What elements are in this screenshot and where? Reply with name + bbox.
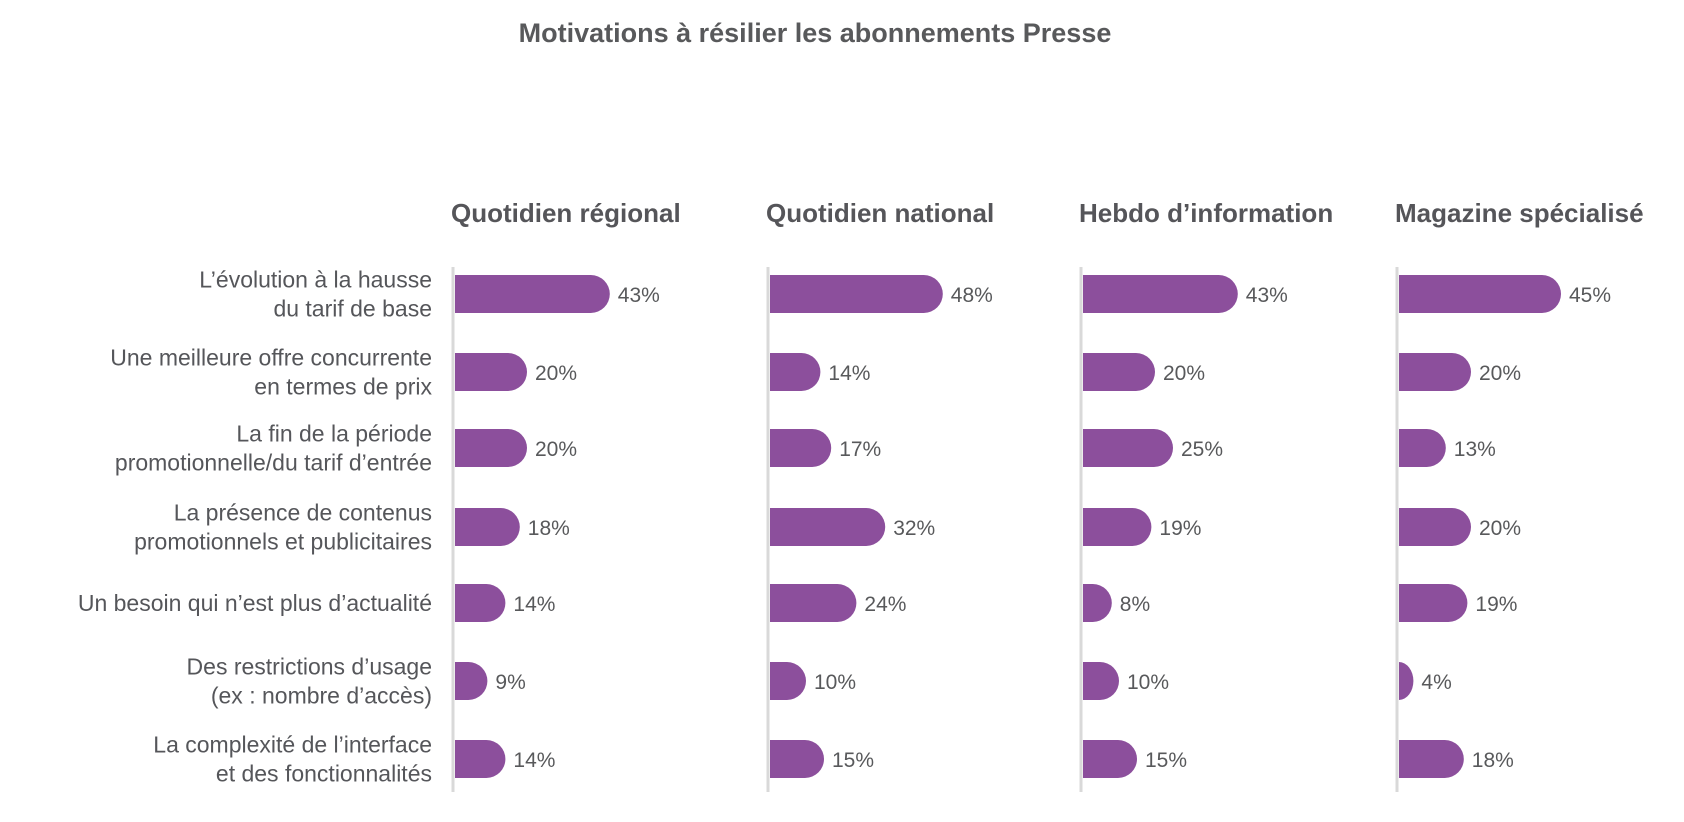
data-label: 25% <box>1181 438 1223 461</box>
data-label: 18% <box>528 517 570 540</box>
panel: Quotidien national 48% 14% 17% 32% 24% 10% 15% <box>766 198 994 792</box>
bar <box>770 508 886 546</box>
panel: Quotidien régional 43% 20% 20% 18% 14% 9% 14% <box>451 198 681 792</box>
bar <box>1083 275 1238 313</box>
data-label: 48% <box>951 284 993 307</box>
category-label-line: promotionnelle/du tarif d’entrée <box>115 450 432 476</box>
category-label-line: en termes de prix <box>254 374 432 400</box>
data-label: 15% <box>1145 749 1187 772</box>
data-label: 45% <box>1569 284 1611 307</box>
bar <box>1083 508 1152 546</box>
bar <box>1083 740 1137 778</box>
data-label: 19% <box>1475 593 1517 616</box>
category-label-line: Un besoin qui n’est plus d’actualité <box>78 590 432 616</box>
panel-title: Quotidien national <box>766 198 994 228</box>
category-label-line: et des fonctionnalités <box>216 761 432 787</box>
bar <box>770 584 857 622</box>
category-label: Une meilleure offre concurrente en termes… <box>110 345 432 400</box>
chart-title: Motivations à résilier les abonnements P… <box>519 18 1112 48</box>
panel: Magazine spécialisé 45% 20% 13% 20% 19% 4% 18% <box>1395 198 1644 792</box>
bar <box>455 662 488 700</box>
data-label: 43% <box>1246 284 1288 307</box>
bar <box>770 662 806 700</box>
panel: Hebdo d’information 43% 20% 25% 19% 8% 10% 15% <box>1079 198 1333 792</box>
panel-title: Magazine spécialisé <box>1395 198 1644 228</box>
bar <box>455 275 610 313</box>
data-label: 19% <box>1159 517 1201 540</box>
data-label: 20% <box>1163 362 1205 385</box>
data-label: 20% <box>1479 362 1521 385</box>
bar <box>1083 353 1155 391</box>
bar <box>455 353 527 391</box>
category-label: Un besoin qui n’est plus d’actualité <box>78 590 432 616</box>
category-label-line: (ex : nombre d’accès) <box>211 683 432 709</box>
data-label: 13% <box>1454 438 1496 461</box>
bar <box>770 353 821 391</box>
data-label: 10% <box>814 671 856 694</box>
data-label: 14% <box>828 362 870 385</box>
data-label: 15% <box>832 749 874 772</box>
bar <box>1399 740 1464 778</box>
category-label: La présence de contenus promotionnels et … <box>134 500 432 555</box>
bar <box>1399 353 1471 391</box>
bar <box>770 740 824 778</box>
category-labels: L’évolution à la hausse du tarif de base U… <box>78 267 433 787</box>
category-label-line: Une meilleure offre concurrente <box>110 345 432 371</box>
data-label: 18% <box>1472 749 1514 772</box>
category-label-line: La présence de contenus <box>174 500 432 526</box>
bar <box>1399 275 1561 313</box>
category-label-line: Des restrictions d’usage <box>187 654 432 680</box>
data-label: 17% <box>839 438 881 461</box>
data-label: 10% <box>1127 671 1169 694</box>
bar <box>1399 662 1414 700</box>
bar <box>455 508 520 546</box>
chart-panels: Quotidien régional43%20%20%18%14%9%14%Qu… <box>451 198 1644 792</box>
data-label: 43% <box>618 284 660 307</box>
data-label: 9% <box>495 671 525 694</box>
panel-title: Quotidien régional <box>451 198 681 228</box>
category-label: La complexité de l’interface et des fonct… <box>153 732 432 787</box>
category-label-line: La complexité de l’interface <box>153 732 432 758</box>
bar <box>455 740 506 778</box>
bar <box>1083 584 1112 622</box>
category-label-line: La fin de la période <box>236 421 432 447</box>
bar <box>455 584 506 622</box>
bar <box>1399 584 1468 622</box>
category-label-line: promotionnels et publicitaires <box>134 529 432 555</box>
data-label: 14% <box>513 593 555 616</box>
data-label: 24% <box>864 593 906 616</box>
data-label: 32% <box>893 517 935 540</box>
data-label: 14% <box>513 749 555 772</box>
data-label: 20% <box>1479 517 1521 540</box>
bar <box>770 275 943 313</box>
bar <box>1083 662 1119 700</box>
category-label: La fin de la période promotionnelle/du ta… <box>115 421 432 476</box>
panel-title: Hebdo d’information <box>1079 198 1333 228</box>
bar <box>1399 429 1446 467</box>
bar <box>455 429 527 467</box>
bar <box>1083 429 1173 467</box>
data-label: 20% <box>535 362 577 385</box>
category-label: Des restrictions d’usage (ex : nombre d’a… <box>187 654 432 709</box>
bar <box>770 429 832 467</box>
data-label: 20% <box>535 438 577 461</box>
category-label-line: L’évolution à la hausse <box>199 267 432 293</box>
bar <box>1399 508 1471 546</box>
category-label-line: du tarif de base <box>273 296 432 322</box>
category-label: L’évolution à la hausse du tarif de base <box>199 267 432 322</box>
data-label: 4% <box>1421 671 1451 694</box>
data-label: 8% <box>1120 593 1150 616</box>
